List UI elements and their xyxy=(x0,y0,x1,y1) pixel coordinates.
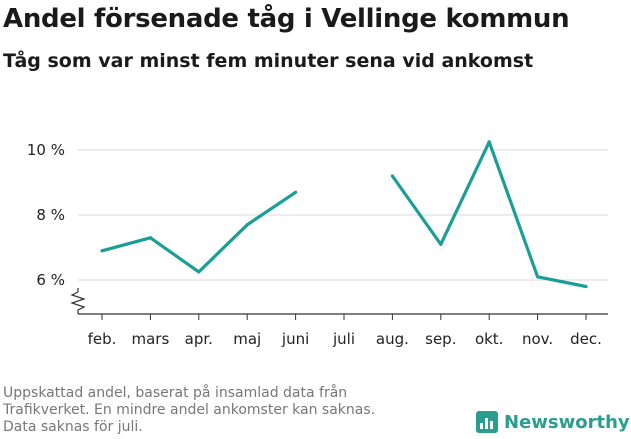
x-tick-label: aug. xyxy=(376,330,409,348)
x-tick-label: okt. xyxy=(475,330,504,348)
axis-break-icon xyxy=(70,291,86,314)
brand-logo: Newsworthy xyxy=(476,408,630,436)
footnote-line-3: Data saknas för juli. xyxy=(3,419,143,435)
data-point xyxy=(197,270,201,274)
footnote-line-1: Uppskattad andel, baserat på insamlad da… xyxy=(3,385,348,401)
x-tick-label: sep. xyxy=(425,330,456,348)
x-tick-label: nov. xyxy=(522,330,553,348)
brand-name: Newsworthy xyxy=(504,411,630,433)
x-tick-label: dec. xyxy=(570,330,602,348)
data-point xyxy=(439,242,443,246)
y-tick-label: 10 % xyxy=(27,141,65,159)
data-point xyxy=(148,236,152,240)
x-tick-label: apr. xyxy=(185,330,213,348)
data-point xyxy=(100,249,104,253)
footnote-line-2: Trafikverket. En mindre andel ankomster … xyxy=(3,402,376,418)
x-tick-label: juni xyxy=(281,330,309,348)
y-tick-label: 6 % xyxy=(36,271,65,289)
bar-chart-icon xyxy=(476,411,498,433)
data-point xyxy=(390,174,394,178)
series-line xyxy=(391,140,587,289)
data-point xyxy=(584,284,588,289)
data-point xyxy=(536,275,540,279)
data-point xyxy=(487,140,491,144)
x-tick-label: juli xyxy=(332,330,355,348)
chart-subtitle: Tåg som var minst fem minuter sena vid a… xyxy=(3,50,534,72)
line-chart: 6 % 8 % 10 % feb. mars apr. maj juni juli aug. sep… xyxy=(27,140,608,348)
x-tick-label: feb. xyxy=(88,330,117,348)
series-line xyxy=(101,190,297,274)
data-point xyxy=(245,223,249,227)
footnote: Uppskattad andel, baserat på insamlad da… xyxy=(3,385,443,436)
data-point xyxy=(294,190,298,194)
x-tick-label: mars xyxy=(132,330,170,348)
y-tick-label: 8 % xyxy=(36,206,65,224)
x-tick-label: maj xyxy=(233,330,261,348)
chart-title: Andel försenade tåg i Vellinge kommun xyxy=(3,4,570,34)
